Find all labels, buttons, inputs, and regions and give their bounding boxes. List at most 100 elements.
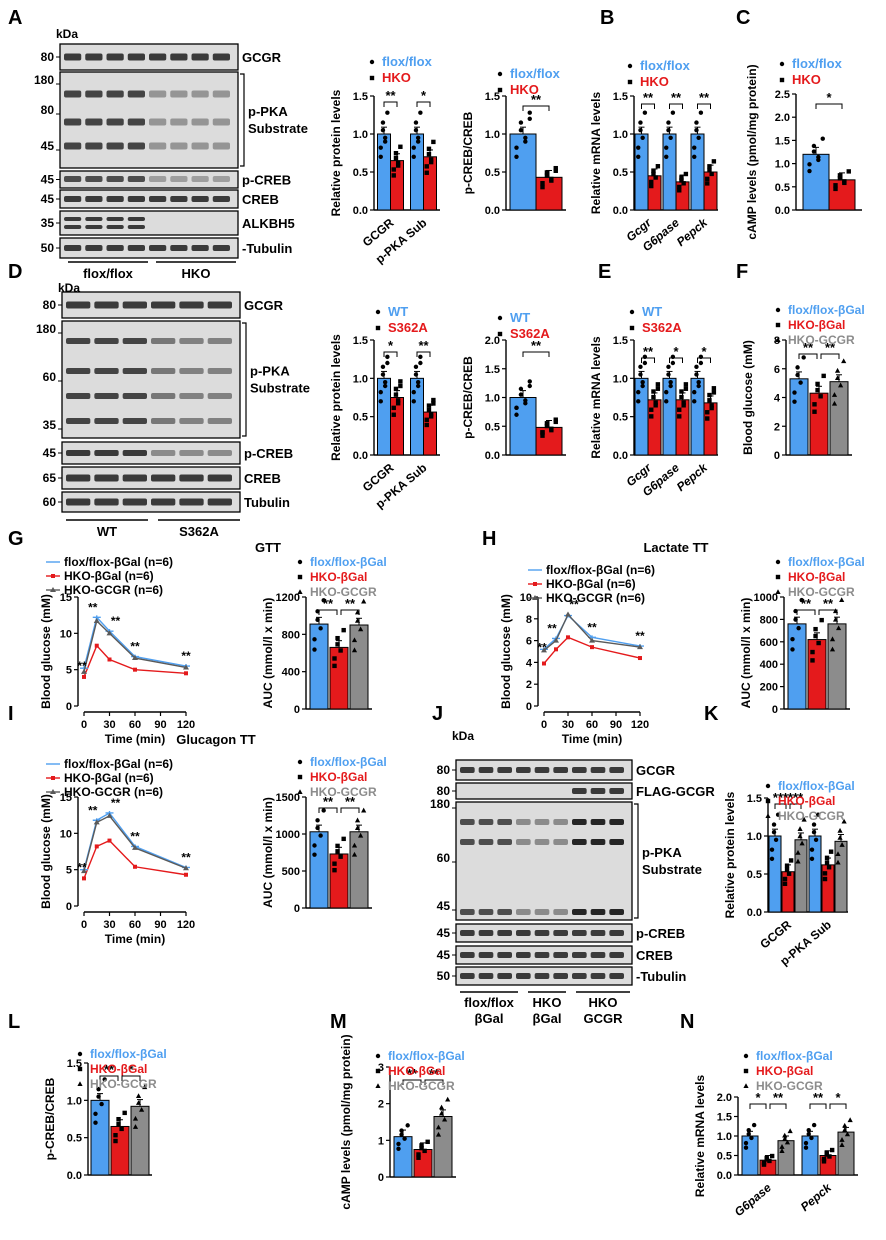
y-tick-label: 200	[760, 682, 778, 694]
group-label: flox/flox	[83, 266, 134, 281]
data-point	[415, 135, 421, 140]
blot-band	[534, 839, 550, 845]
blot-band	[460, 930, 475, 936]
data-point	[649, 183, 654, 189]
blot-band	[106, 217, 124, 221]
data-point	[514, 412, 519, 417]
y-tick-label: 2	[774, 421, 780, 433]
data-point	[666, 372, 671, 377]
protein-label: Tubulin	[244, 495, 290, 510]
blot-band	[85, 176, 103, 182]
blot-band	[590, 952, 606, 958]
legend-label: HKO-GCGR	[778, 809, 845, 823]
blot-band	[460, 973, 475, 979]
data-point	[424, 422, 429, 428]
data-point	[694, 128, 699, 133]
significance-label: *	[388, 338, 394, 353]
bar	[377, 133, 391, 211]
blot-band	[572, 788, 587, 794]
legend-marker	[627, 79, 633, 85]
legend-label: flox/flox	[510, 66, 561, 81]
blot-band	[127, 245, 145, 251]
y-axis-label: cAMP levels (pmol/mg protein)	[339, 1034, 353, 1209]
blot-band	[516, 909, 531, 915]
series-point	[637, 644, 643, 650]
blot-band	[106, 53, 124, 61]
y-axis-label: AUC (mmol/l x min)	[261, 598, 275, 709]
data-point	[761, 1162, 767, 1167]
data-point	[782, 1132, 788, 1138]
y-tick-label: 0.5	[485, 421, 500, 433]
data-point	[380, 120, 386, 125]
blot-band	[151, 393, 176, 399]
data-point	[142, 1084, 148, 1090]
chart-M: 0 1 2 3 cAMP levels (pmol/mg protein) ** ** flo…	[339, 1034, 465, 1209]
legend-label: flox/flox-βGal	[90, 1047, 167, 1061]
data-point	[396, 1141, 401, 1147]
data-point	[419, 1143, 424, 1148]
significance-label: **	[587, 620, 597, 634]
x-tick-label: 30	[562, 719, 574, 731]
blot-band	[170, 176, 188, 182]
blot-band	[64, 142, 82, 150]
data-point	[113, 1133, 118, 1138]
legend-label: HKO-GCGR	[310, 585, 377, 599]
legend-label: HKO-βGal	[778, 794, 835, 808]
data-point	[666, 120, 671, 125]
blot-band	[94, 393, 119, 399]
legend-marker	[77, 1081, 83, 1086]
bar	[535, 176, 563, 211]
data-point	[402, 1136, 407, 1141]
data-point	[816, 640, 821, 646]
data-point	[380, 372, 386, 377]
data-point	[841, 818, 847, 824]
x-tick-label: 120	[177, 919, 195, 931]
data-point	[315, 818, 320, 823]
data-point	[398, 383, 403, 389]
protein-label: Substrate	[642, 862, 702, 877]
y-tick-label: 0.0	[613, 205, 628, 217]
blot-band	[460, 819, 475, 825]
significance-label: **	[345, 596, 356, 611]
blot-band	[516, 839, 531, 845]
legend-marker	[743, 1083, 749, 1088]
data-point	[822, 876, 828, 882]
data-point	[692, 154, 697, 159]
legend-label: flox/flox-βGal	[788, 555, 865, 569]
data-point	[418, 354, 423, 360]
legend-label: flox/flox-βGal (n=6)	[64, 555, 173, 569]
protein-label: Substrate	[248, 121, 308, 136]
blot-band	[64, 196, 82, 202]
protein-label: Substrate	[250, 381, 310, 396]
blot-band	[497, 909, 512, 915]
data-point	[640, 383, 645, 389]
data-point	[651, 389, 656, 394]
chart-C: 0.0 0.5 1.0 1.5 2.0 2.5 cAMP levels (pmol/mg p…	[745, 56, 862, 240]
data-point	[139, 1106, 145, 1112]
blot-band	[207, 393, 232, 399]
sig-bracket	[669, 357, 683, 363]
data-point	[318, 833, 323, 838]
blot-band	[460, 952, 475, 958]
data-point	[442, 1116, 448, 1122]
data-point	[431, 397, 436, 403]
data-point	[769, 1153, 775, 1159]
data-point	[836, 625, 842, 631]
x-tick-label: 60	[129, 719, 141, 731]
significance-label: *	[835, 1090, 841, 1105]
bar	[509, 133, 537, 211]
data-point	[378, 154, 383, 159]
legend-marker	[775, 307, 781, 313]
mw-label: 45	[41, 192, 55, 206]
data-point	[815, 812, 821, 817]
data-point	[822, 871, 828, 876]
data-point	[391, 173, 396, 178]
sig-bracket	[749, 1103, 767, 1109]
blot-band	[106, 196, 124, 202]
y-tick-label: 1.0	[485, 129, 500, 141]
group-label: WT	[97, 524, 117, 539]
panel-label-G: G	[8, 528, 24, 550]
